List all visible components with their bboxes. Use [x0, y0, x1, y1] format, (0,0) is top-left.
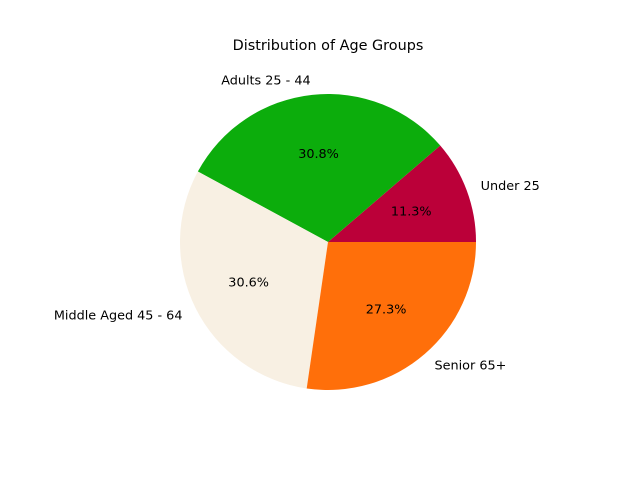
category-label-senior-65: Senior 65+	[435, 359, 507, 374]
pct-label-senior-65: 27.3%	[366, 303, 407, 318]
category-label-adults-25-44: Adults 25 - 44	[221, 74, 310, 89]
pie-slice-under-25	[328, 145, 476, 242]
chart-title: Distribution of Age Groups	[233, 38, 424, 54]
pie-slice-middle-aged-45-64	[179, 171, 328, 389]
pct-label-middle-aged-45-64: 30.6%	[228, 275, 269, 290]
pie-slice-senior-65	[306, 242, 476, 391]
pie-slices	[179, 93, 476, 391]
pct-label-adults-25-44: 30.8%	[298, 147, 339, 162]
pie-slice-adults-25-44	[197, 93, 441, 243]
category-labels: Under 25 Adults 25 - 44 Middle Aged 45 - 6…	[54, 74, 540, 374]
pct-label-under-25: 11.3%	[391, 205, 432, 220]
percentage-labels: 11.3% 30.8% 30.6% 27.3%	[228, 147, 431, 317]
category-label-under-25: Under 25	[481, 179, 540, 194]
category-label-middle-aged-45-64: Middle Aged 45 - 64	[54, 309, 183, 324]
